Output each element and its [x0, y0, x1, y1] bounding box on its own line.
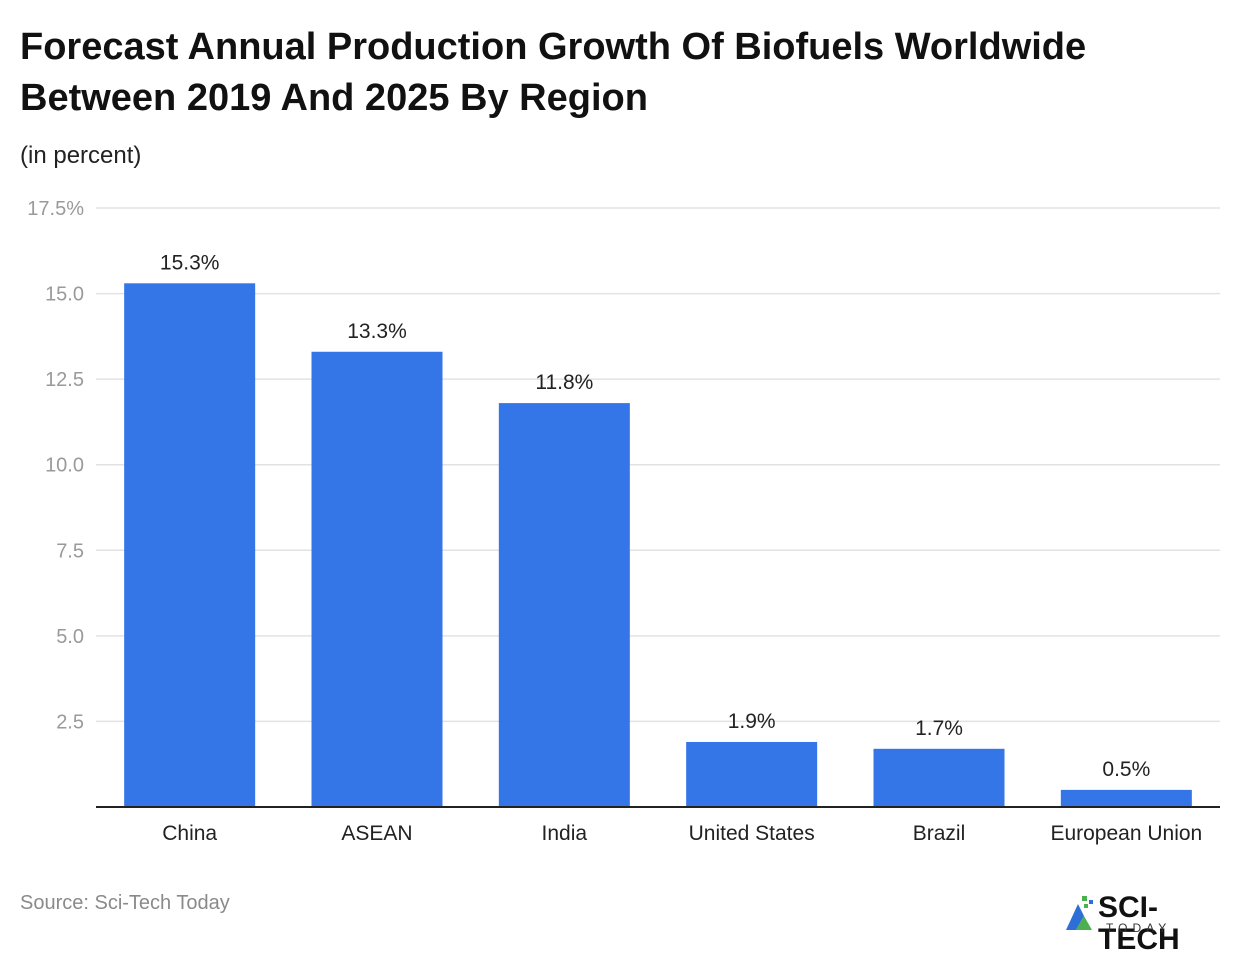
sci-tech-logo: SCI-TECH TODAY [1062, 892, 1234, 956]
data-labels: 15.3% 13.3% 11.8% 1.9% 1.7% 0.5% [160, 251, 1150, 781]
y-tick-labels: 2.5 5.0 7.5 10.0 12.5 15.0 17.5% [27, 198, 84, 733]
bar-brazil [873, 748, 1005, 807]
y-tick-label: 15.0 [45, 284, 84, 306]
x-tick-label: Brazil [913, 822, 966, 845]
bar-united-states [686, 741, 818, 807]
y-tick-label: 17.5% [27, 198, 84, 220]
data-label: 0.5% [1102, 758, 1150, 781]
y-tick-label: 5.0 [56, 626, 84, 648]
y-tick-label: 10.0 [45, 455, 84, 477]
bars [124, 283, 1192, 807]
x-tick-label: European Union [1050, 822, 1202, 845]
logo-mark-icon [1066, 896, 1093, 930]
x-tick-label: China [162, 822, 217, 845]
y-tick-label: 12.5 [45, 369, 84, 391]
y-tick-label: 7.5 [56, 540, 84, 562]
x-tick-label: United States [689, 822, 815, 845]
source-note: Source: Sci-Tech Today [20, 892, 230, 914]
x-tick-labels: China ASEAN India United States Brazil Europe… [162, 822, 1202, 845]
chart-subtitle: (in percent) [20, 142, 142, 169]
data-label: 13.3% [347, 320, 407, 343]
data-label: 11.8% [535, 371, 593, 394]
y-tick-label: 2.5 [56, 711, 84, 733]
x-tick-label: ASEAN [341, 822, 412, 845]
gridlines [96, 207, 1220, 723]
chart-title: Forecast Annual Production Growth Of Bio… [20, 26, 1087, 119]
data-label: 1.9% [728, 710, 776, 733]
logo-subtext: TODAY [1106, 921, 1172, 935]
bar-india [498, 403, 630, 807]
bar-china [124, 283, 256, 807]
bar-asean [311, 351, 443, 807]
x-tick-label: India [542, 822, 588, 845]
data-label: 15.3% [160, 251, 220, 274]
bar-european-union [1060, 789, 1192, 807]
data-label: 1.7% [915, 717, 963, 740]
